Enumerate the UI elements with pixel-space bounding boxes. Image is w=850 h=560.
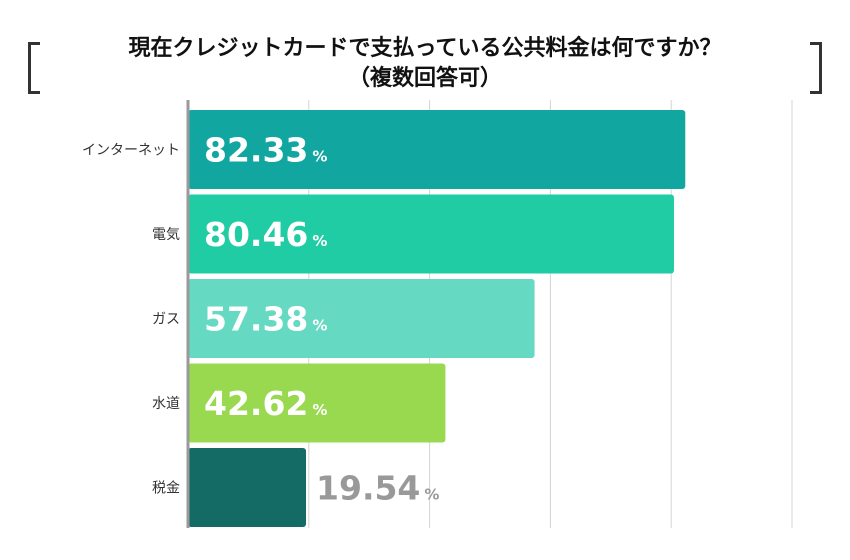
category-label: 水道 [152,396,180,412]
category-label: ガス [152,312,180,328]
bar-4 [188,363,446,443]
value-label: 42.62% [204,384,327,423]
bar-5 [188,448,307,527]
category-label: 税金 [152,481,180,497]
bar-2 [188,194,674,274]
chart-title-line-2: （複数回答可） [347,66,502,91]
bar-1 [188,110,686,189]
right-bracket [810,42,822,94]
bar-3 [188,279,535,358]
value-label: 57.38% [204,300,327,339]
chart-title-line-1: 現在クレジットカードで支払っている公共料金は何ですか？ [128,36,722,61]
value-label: 82.33% [204,131,327,170]
left-bracket [28,42,40,94]
value-label: 80.46% [204,215,327,254]
value-label: 19.54% [316,469,439,508]
category-label: 電気 [152,227,180,243]
chart-title: 現在クレジットカードで支払っている公共料金は何ですか？ （複数回答可） [0,34,850,94]
category-label: インターネット [82,143,180,159]
